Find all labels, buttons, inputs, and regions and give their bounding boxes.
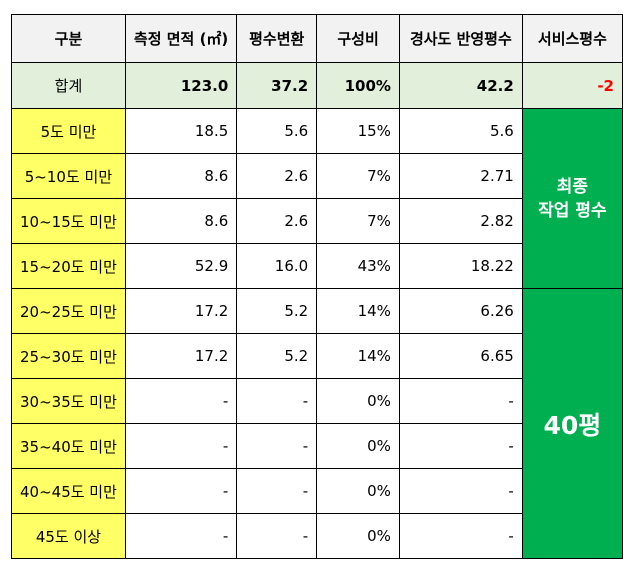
row-slope: - [398, 468, 523, 514]
row-slope: 6.65 [398, 333, 523, 379]
row-label: 20~25도 미만 [11, 288, 126, 334]
row-pyeong: 5.2 [236, 288, 318, 334]
row-area: 8.6 [124, 198, 238, 244]
row-ratio: 0% [316, 468, 400, 514]
row-ratio: 43% [316, 243, 400, 289]
row-pyeong: - [236, 468, 318, 514]
table-row: 5도 미만 18.5 5.6 15% 5.6 최종 작업 평수 [11, 108, 623, 289]
header-pyeong: 평수변환 [236, 14, 318, 63]
row-area: 52.9 [124, 243, 238, 289]
table-row: 35~40도 미만 - - 0% - [11, 423, 623, 469]
row-slope: 18.22 [398, 243, 523, 289]
table-row: 10~15도 미만 8.6 2.6 7% 2.82 [11, 198, 623, 244]
row-ratio: 14% [316, 333, 400, 379]
row-area: - [124, 378, 238, 424]
table-row: 30~35도 미만 - - 0% - [11, 378, 623, 424]
row-ratio: 14% [316, 288, 400, 334]
row-ratio: 0% [316, 513, 400, 559]
header-row: 구분 측정 면적 (㎡) 평수변환 구성비 경사도 반영평수 서비스평수 [11, 14, 623, 63]
total-label: 합계 [11, 62, 126, 109]
row-slope: 2.82 [398, 198, 523, 244]
final-label-line1: 최종 [556, 176, 589, 197]
row-slope: 5.6 [398, 108, 523, 154]
row-area: 8.6 [124, 153, 238, 199]
row-label: 10~15도 미만 [11, 198, 126, 244]
row-label: 25~30도 미만 [11, 333, 126, 379]
total-ratio: 100% [316, 62, 400, 109]
row-pyeong: 5.6 [236, 108, 318, 154]
row-slope: 6.26 [398, 288, 523, 334]
row-pyeong: - [236, 423, 318, 469]
slope-area-table: 구분 측정 면적 (㎡) 평수변환 구성비 경사도 반영평수 서비스평수 합계 … [11, 14, 623, 559]
row-label: 15~20도 미만 [11, 243, 126, 289]
row-label: 30~35도 미만 [11, 378, 126, 424]
row-area: - [124, 468, 238, 514]
row-slope: - [398, 378, 523, 424]
total-row: 합계 123.0 37.2 100% 42.2 -2 [11, 62, 623, 109]
total-pyeong: 37.2 [236, 62, 318, 109]
table-row: 20~25도 미만 17.2 5.2 14% 6.26 40평 [11, 288, 623, 559]
row-slope: - [398, 513, 523, 559]
row-label: 35~40도 미만 [11, 423, 126, 469]
header-area: 측정 면적 (㎡) [124, 14, 238, 63]
header-service: 서비스평수 [521, 14, 623, 63]
row-pyeong: - [236, 513, 318, 559]
header-slope-pyeong: 경사도 반영평수 [398, 14, 523, 63]
table-row: 15~20도 미만 52.9 16.0 43% 18.22 [11, 243, 623, 289]
header-category: 구분 [11, 14, 126, 63]
header-ratio: 구성비 [316, 14, 400, 63]
row-ratio: 15% [316, 108, 400, 154]
row-ratio: 7% [316, 198, 400, 244]
row-label: 40~45도 미만 [11, 468, 126, 514]
total-slope: 42.2 [398, 62, 523, 109]
table-row: 45도 이상 - - 0% - [11, 513, 623, 559]
final-label-line2: 작업 평수 [538, 200, 607, 221]
row-pyeong: 2.6 [236, 198, 318, 244]
row-area: 17.2 [124, 288, 238, 334]
table-row: 40~45도 미만 - - 0% - [11, 468, 623, 514]
row-ratio: 0% [316, 423, 400, 469]
row-label: 5~10도 미만 [11, 153, 126, 199]
table-row: 5~10도 미만 8.6 2.6 7% 2.71 [11, 153, 623, 199]
table-row: 25~30도 미만 17.2 5.2 14% 6.65 [11, 333, 623, 379]
row-area: - [124, 423, 238, 469]
row-slope: - [398, 423, 523, 469]
row-pyeong: 16.0 [236, 243, 318, 289]
final-value: 40평 [543, 410, 602, 440]
total-area: 123.0 [124, 62, 238, 109]
total-service: -2 [521, 62, 623, 109]
row-pyeong: 2.6 [236, 153, 318, 199]
row-label: 5도 미만 [11, 108, 126, 154]
row-pyeong: 5.2 [236, 333, 318, 379]
row-slope: 2.71 [398, 153, 523, 199]
row-area: 17.2 [124, 333, 238, 379]
row-label: 45도 이상 [11, 513, 126, 559]
row-area: - [124, 513, 238, 559]
row-pyeong: - [236, 378, 318, 424]
final-work-area-cell: 최종 작업 평수 [521, 108, 623, 289]
row-area: 18.5 [124, 108, 238, 154]
final-value-cell: 40평 [521, 288, 623, 559]
row-ratio: 7% [316, 153, 400, 199]
row-ratio: 0% [316, 378, 400, 424]
